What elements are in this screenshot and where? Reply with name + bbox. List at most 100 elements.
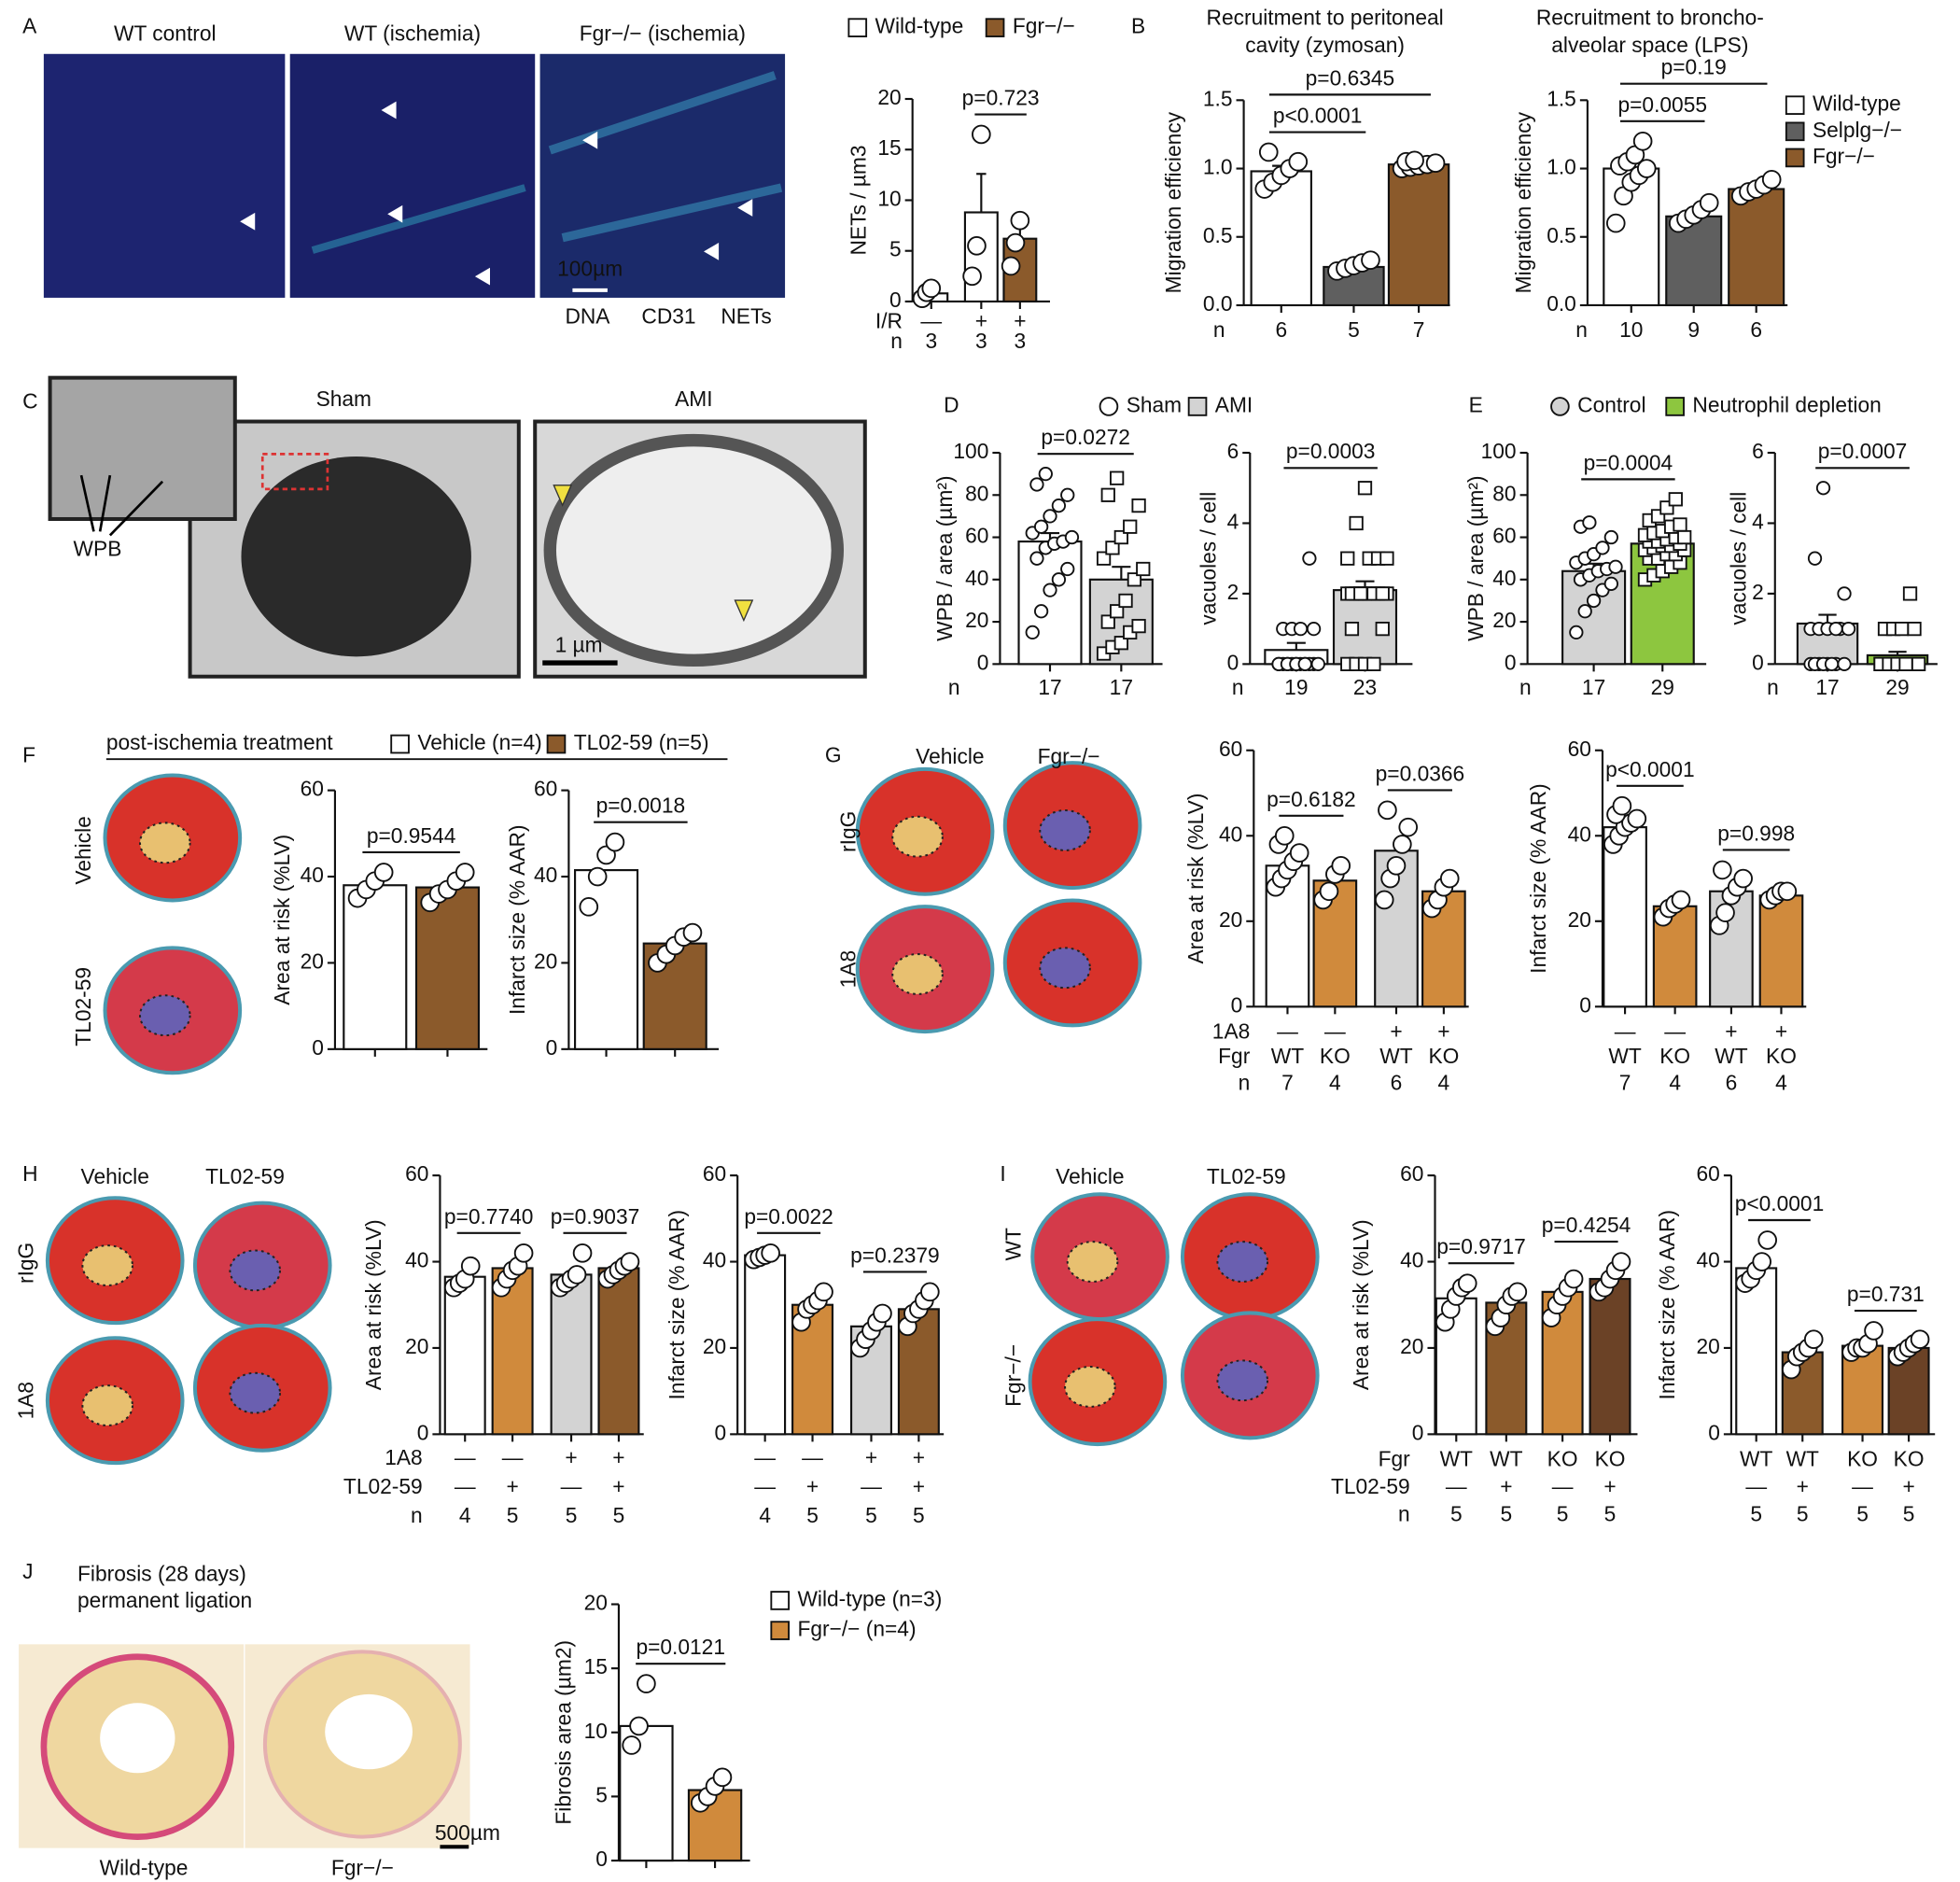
row-cell: 5 [613, 1503, 625, 1527]
row-cell: 7 [1619, 1070, 1631, 1094]
y-tick-label: 5 [889, 237, 902, 261]
panel-letter: I [1000, 1161, 1005, 1186]
row-cell: + [565, 1445, 577, 1469]
y-tick-label: 0 [889, 288, 902, 312]
data-point [1100, 487, 1115, 502]
p-value: p=0.998 [1717, 821, 1795, 845]
data-point [637, 1674, 656, 1693]
row-cell: + [1390, 1018, 1402, 1043]
bar [443, 1275, 486, 1436]
data-point [1029, 477, 1044, 492]
y-axis-label: Fibrosis area (µm2) [551, 1640, 575, 1825]
y-tick-label: 6 [1752, 439, 1764, 463]
row-label: I/R [875, 309, 903, 333]
data-point [1902, 586, 1918, 601]
data-point [1668, 492, 1683, 507]
legend-marker [1187, 397, 1208, 416]
data-point [1310, 656, 1325, 671]
legend-marker [1785, 147, 1805, 168]
bar [1603, 826, 1647, 1008]
panel-title: permanent ligation [77, 1588, 252, 1612]
legend-label: Control [1577, 392, 1645, 416]
data-point [1029, 551, 1044, 566]
row-cell: KO [1766, 1044, 1797, 1068]
legend-marker [1785, 95, 1805, 115]
y-tick-label: 100 [1481, 439, 1517, 463]
data-point [1673, 517, 1687, 532]
data-point [1051, 572, 1067, 587]
row-cell: 4 [1775, 1070, 1787, 1094]
legend-label: Wild-type [875, 14, 964, 38]
data-point [1105, 541, 1120, 555]
y-tick-label: 0 [1231, 992, 1243, 1017]
row-cell: 5 [1450, 1501, 1463, 1525]
y-tick-label: 40 [1219, 822, 1242, 846]
panel-letter: D [944, 392, 959, 416]
data-point [1837, 656, 1852, 671]
row-label: rIgG [836, 811, 861, 852]
y-tick-label: 0 [1505, 650, 1517, 674]
data-point [622, 1735, 641, 1755]
y-tick-label: 0 [546, 1035, 558, 1060]
data-point [967, 235, 987, 256]
row-label: Fgr−/− [1001, 1344, 1026, 1407]
legend-label: Wild-type [1813, 91, 1901, 116]
y-tick-label: 0 [417, 1420, 429, 1444]
data-point [1603, 576, 1618, 591]
row-cell: 4 [459, 1503, 471, 1527]
data-point [1297, 656, 1312, 671]
data-point [1864, 1321, 1883, 1341]
data-point [1043, 509, 1057, 524]
row-cell: — [561, 1474, 582, 1498]
image-title: WT control [114, 21, 217, 46]
data-point [1038, 467, 1053, 482]
image-title: WT (ischemia) [344, 21, 481, 46]
data-point [1306, 621, 1322, 637]
legend-marker [985, 18, 1005, 37]
y-axis-label: Area at risk (%LV) [361, 1219, 385, 1390]
data-point [1907, 621, 1922, 637]
heart-region [1064, 1366, 1116, 1408]
heart-region [1216, 1359, 1269, 1402]
p-value: p=0.6182 [1267, 787, 1356, 811]
data-point [1611, 1252, 1631, 1271]
scale-label: 100µm [557, 256, 623, 280]
y-tick-label: 40 [1492, 566, 1516, 590]
y-tick-label: 0.0 [1203, 291, 1233, 316]
image-label: Wild-type [100, 1855, 189, 1879]
data-point [761, 1243, 780, 1263]
row-cell: + [612, 1445, 624, 1469]
y-tick-label: 80 [965, 481, 988, 505]
row-cell: + [1437, 1018, 1449, 1043]
row-cell: 6 [1391, 1070, 1403, 1094]
data-point [1671, 890, 1691, 910]
legend-label: Fgr−/− [1813, 144, 1875, 168]
p-value: p=0.0272 [1041, 425, 1130, 449]
data-point [1612, 795, 1632, 816]
row-cell: WT [1740, 1446, 1772, 1470]
row-cell: 5 [806, 1503, 819, 1527]
row-cell: 5 [1750, 1501, 1762, 1525]
row-cell: 4 [759, 1503, 771, 1527]
p-value: p=0.0018 [596, 794, 686, 818]
y-tick-label: 40 [965, 566, 988, 590]
data-point [1677, 529, 1692, 545]
data-point [1898, 656, 1913, 671]
data-point [1100, 614, 1115, 629]
row-cell: KO [1428, 1044, 1459, 1068]
chart-title: cavity (zymosan) [1245, 33, 1405, 57]
data-point [1425, 153, 1446, 174]
data-point [1357, 481, 1373, 496]
bar [963, 211, 999, 303]
y-tick-label: 1.0 [1547, 155, 1576, 179]
row-cell: 3 [925, 329, 937, 353]
p-value: p=0.0366 [1376, 761, 1465, 785]
bar [597, 1267, 640, 1436]
y-tick-label: 100 [953, 439, 988, 463]
y-axis-label: NETs / µm3 [846, 145, 870, 255]
row-cell: KO [1595, 1446, 1626, 1470]
legend-marker [847, 18, 868, 37]
data-point [1894, 621, 1910, 637]
data-point [1379, 551, 1394, 566]
row-label: Fgr [1218, 1044, 1251, 1068]
